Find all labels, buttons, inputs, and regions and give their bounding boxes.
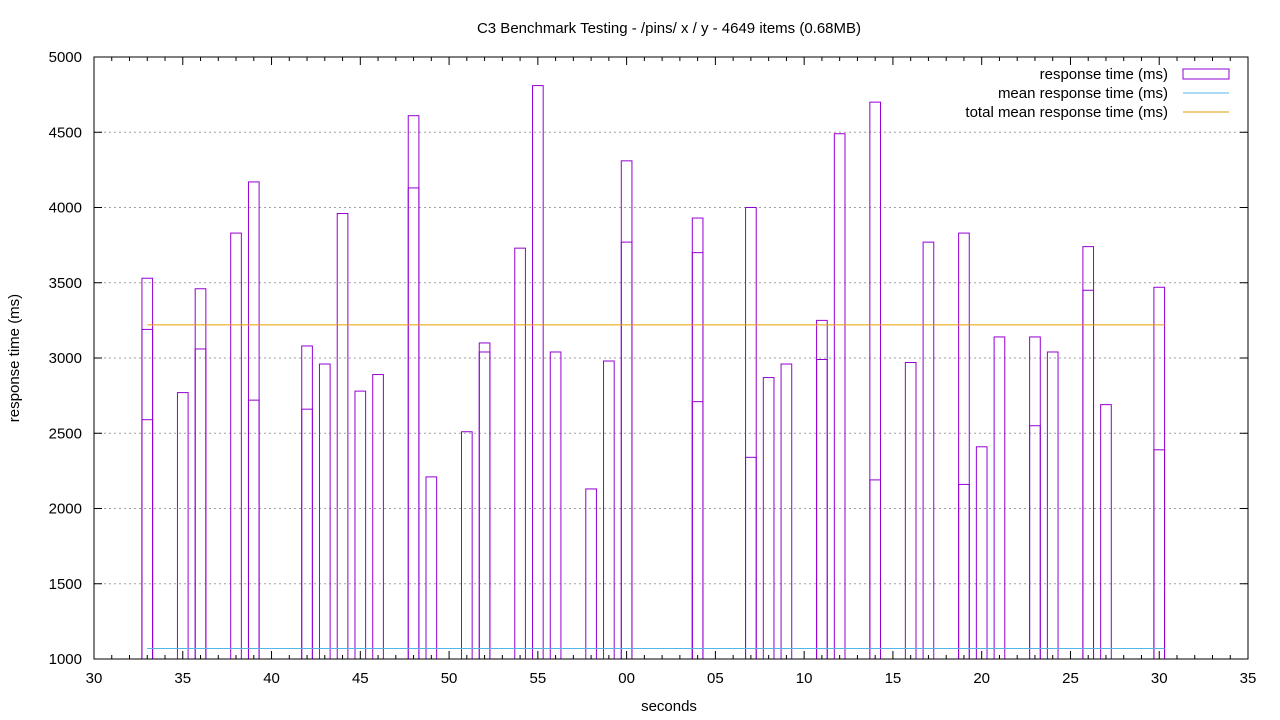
response-time-bar xyxy=(691,252,704,660)
response-time-bar xyxy=(141,277,154,660)
response-time-bar xyxy=(514,247,526,660)
mean-lines xyxy=(147,324,1165,649)
response-time-bar xyxy=(603,360,615,660)
x-tick-label: 05 xyxy=(707,670,724,687)
response-time-bar xyxy=(318,363,331,660)
response-time-bar xyxy=(461,431,473,660)
response-time-bar xyxy=(1153,286,1166,660)
response-time-bar xyxy=(141,419,154,660)
x-tick-label: 55 xyxy=(530,670,547,687)
y-tick-label: 1500 xyxy=(49,576,82,593)
response-time-bar xyxy=(1046,351,1059,660)
response-time-bar xyxy=(1100,404,1112,660)
response-time-bars xyxy=(141,85,1166,660)
x-tick-label: 45 xyxy=(352,670,369,687)
response-time-bar xyxy=(958,483,970,660)
response-time-bar xyxy=(532,85,544,660)
response-time-bar xyxy=(904,362,917,660)
response-time-bar xyxy=(745,456,757,660)
y-tick-label: 2000 xyxy=(49,501,82,518)
x-tick-label: 35 xyxy=(174,670,191,687)
chart-legend: response time (ms) mean response time (m… xyxy=(965,66,1230,121)
response-time-bar xyxy=(336,213,349,660)
y-tick-label: 4500 xyxy=(49,124,82,141)
response-time-bar xyxy=(958,232,970,660)
response-time-bar xyxy=(816,319,828,660)
response-time-bar xyxy=(1082,289,1095,660)
response-time-bar xyxy=(478,342,491,660)
y-tick-label: 5000 xyxy=(49,49,82,66)
legend-label-total-mean: total mean response time (ms) xyxy=(965,104,1168,121)
response-time-bar xyxy=(762,377,775,660)
response-time-bar xyxy=(194,288,207,660)
response-time-bar xyxy=(833,133,846,660)
response-time-bar xyxy=(478,351,491,660)
response-time-bar xyxy=(301,345,313,660)
response-time-bar xyxy=(869,101,881,660)
response-time-bar xyxy=(975,446,988,660)
response-time-bar xyxy=(620,241,633,660)
response-time-bar xyxy=(1153,449,1166,660)
response-time-bar xyxy=(354,390,367,660)
x-axis-label: seconds xyxy=(641,698,697,715)
response-time-bar xyxy=(247,399,260,660)
x-tick-label: 25 xyxy=(1062,670,1079,687)
response-time-bar xyxy=(1029,336,1041,660)
x-tick-label: 15 xyxy=(885,670,902,687)
response-time-bar xyxy=(1082,246,1095,660)
response-time-bar xyxy=(372,374,384,660)
response-time-bar xyxy=(1029,425,1041,660)
x-tick-label: 30 xyxy=(1151,670,1168,687)
response-time-bar xyxy=(691,217,704,660)
response-time-bar xyxy=(407,187,420,660)
response-time-bar xyxy=(585,488,597,660)
y-tick-label: 4000 xyxy=(49,200,82,217)
response-time-bar xyxy=(425,476,438,660)
x-tick-label: 50 xyxy=(441,670,458,687)
grid-lines xyxy=(94,131,1248,585)
y-tick-label: 3000 xyxy=(49,350,82,367)
x-tick-label: 10 xyxy=(796,670,813,687)
x-tick-label: 35 xyxy=(1240,670,1257,687)
y-tick-label: 1000 xyxy=(49,651,82,668)
x-tick-label: 30 xyxy=(86,670,103,687)
response-time-bar xyxy=(194,348,207,660)
x-tick-label: 20 xyxy=(973,670,990,687)
x-tick-label: 40 xyxy=(263,670,280,687)
response-time-bar xyxy=(301,408,313,660)
legend-swatch-response-time xyxy=(1182,68,1230,80)
response-time-bar xyxy=(141,328,154,660)
y-tick-label: 3500 xyxy=(49,275,82,292)
response-time-bar xyxy=(620,160,633,660)
response-time-bar xyxy=(993,336,1006,660)
chart-title: C3 Benchmark Testing - /pins/ x / y - 46… xyxy=(477,20,861,37)
response-time-bar xyxy=(922,241,935,660)
legend-label-response-time: response time (ms) xyxy=(1040,66,1168,83)
response-time-bar xyxy=(407,115,420,660)
response-time-bar xyxy=(247,181,260,660)
response-time-bar xyxy=(176,392,189,660)
y-tick-label: 2500 xyxy=(49,425,82,442)
response-time-bar xyxy=(869,479,881,660)
response-time-bar xyxy=(230,232,242,660)
response-time-bar xyxy=(780,363,793,660)
response-time-bar xyxy=(816,359,828,660)
x-tick-label: 00 xyxy=(618,670,635,687)
axis-ticks xyxy=(93,56,1249,660)
legend-label-mean: mean response time (ms) xyxy=(998,85,1168,102)
response-time-bar xyxy=(691,401,704,660)
response-time-bar xyxy=(549,351,562,660)
y-axis-label: response time (ms) xyxy=(6,294,23,422)
